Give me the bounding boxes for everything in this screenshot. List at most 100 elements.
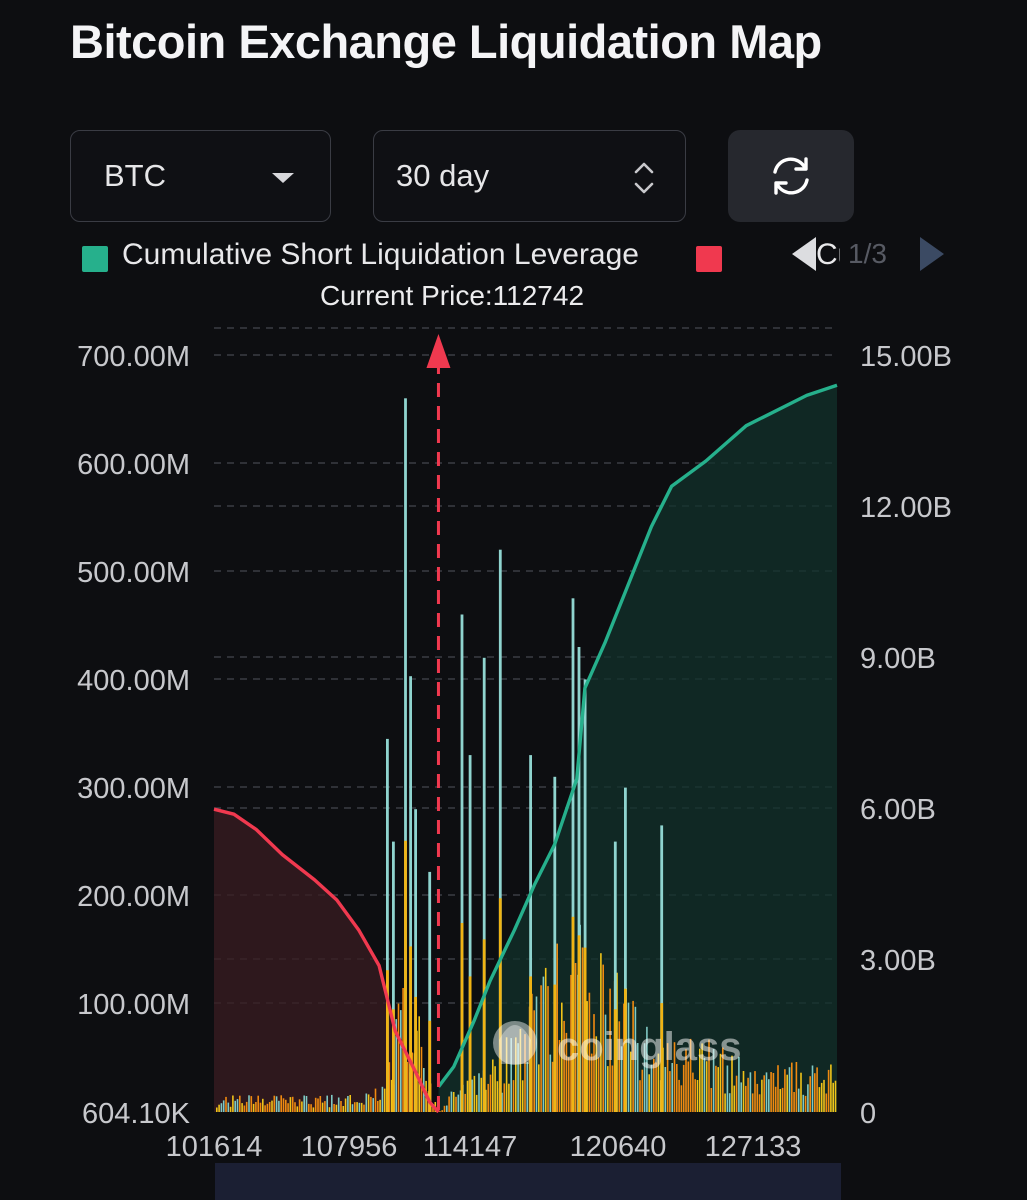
bar-spike xyxy=(660,825,664,1112)
bar xyxy=(781,1087,784,1112)
range-slider[interactable] xyxy=(215,1163,841,1200)
bar xyxy=(616,972,618,1112)
bar-spike xyxy=(409,676,412,1112)
bar xyxy=(356,1102,358,1112)
bar xyxy=(324,1101,326,1112)
bar-spike-overlay xyxy=(583,947,587,1112)
bar xyxy=(510,1038,512,1112)
page-title: Bitcoin Exchange Liquidation Map xyxy=(70,15,822,68)
bar xyxy=(565,1032,568,1112)
watermark-text: coinglass xyxy=(557,1025,742,1069)
bar xyxy=(754,1071,756,1112)
refresh-button[interactable] xyxy=(728,130,854,222)
bar xyxy=(243,1105,246,1112)
legend-next-icon[interactable] xyxy=(920,237,944,271)
right-axis-tick: 9.00B xyxy=(860,643,936,675)
legend-label-short[interactable]: Cumulative Short Liquidation Leverage xyxy=(122,238,639,271)
bar xyxy=(370,1096,372,1112)
bar xyxy=(639,1080,641,1112)
bar xyxy=(239,1095,241,1112)
bar xyxy=(374,1088,377,1112)
bar-spike xyxy=(613,841,617,1112)
bar xyxy=(607,1066,609,1112)
bar-spike-overlay xyxy=(414,996,417,1112)
bar xyxy=(227,1102,230,1112)
current-price-label: Current Price:112742 xyxy=(319,280,585,311)
bar xyxy=(618,1021,621,1112)
bar xyxy=(395,1019,397,1112)
bar xyxy=(480,1077,483,1112)
bar xyxy=(763,1075,765,1112)
range-select[interactable]: 30 day xyxy=(373,130,686,222)
bar xyxy=(738,1056,740,1112)
long-area xyxy=(214,809,439,1112)
bar xyxy=(372,1098,374,1112)
bar xyxy=(259,1102,262,1112)
bar xyxy=(354,1102,356,1112)
bar xyxy=(342,1106,345,1112)
bar xyxy=(717,1067,719,1112)
bar xyxy=(733,1085,736,1112)
bar xyxy=(439,1111,441,1112)
bar xyxy=(271,1100,273,1112)
bar xyxy=(519,1028,522,1112)
bar xyxy=(648,1074,650,1112)
coin-select[interactable]: BTC xyxy=(70,130,331,222)
bar-spike xyxy=(571,598,575,1112)
bar xyxy=(602,964,604,1112)
bar xyxy=(636,1043,639,1112)
bar xyxy=(786,1074,788,1112)
bar xyxy=(556,943,558,1112)
bar xyxy=(811,1065,814,1112)
bar xyxy=(310,1104,312,1112)
bar-spike xyxy=(624,787,627,1112)
bar xyxy=(492,1059,494,1112)
bar xyxy=(347,1096,349,1112)
left-axis-tick: 400.00M xyxy=(77,665,190,697)
bar xyxy=(761,1079,763,1112)
bar xyxy=(715,1065,717,1112)
bar xyxy=(825,1093,828,1112)
bar xyxy=(262,1098,264,1112)
bar xyxy=(418,1016,420,1112)
bar xyxy=(344,1098,347,1112)
bar xyxy=(365,1093,368,1112)
bar xyxy=(655,1062,657,1112)
bar-spike xyxy=(460,614,464,1112)
bar xyxy=(673,1042,676,1112)
long-cumulative-line xyxy=(213,807,440,1114)
legend-prev-icon[interactable] xyxy=(792,237,816,271)
bar xyxy=(588,992,591,1112)
bar xyxy=(291,1096,294,1112)
bar xyxy=(222,1100,225,1112)
bar-spike-overlay xyxy=(404,840,407,1112)
bar xyxy=(814,1073,816,1112)
bar xyxy=(360,1102,363,1112)
bar xyxy=(517,1043,519,1112)
bar xyxy=(501,1092,503,1112)
coinglass-watermark: coinglass xyxy=(493,1021,742,1069)
bar xyxy=(627,1002,630,1112)
bar xyxy=(604,1014,607,1112)
bar xyxy=(443,1105,446,1112)
bar xyxy=(676,1064,678,1112)
bar xyxy=(758,1094,761,1112)
right-axis-tick: 0 xyxy=(860,1098,876,1130)
right-axis-tick: 3.00B xyxy=(860,945,936,977)
bar-spike-overlay xyxy=(498,898,502,1112)
bar xyxy=(632,1000,634,1112)
bar xyxy=(229,1106,232,1112)
bar xyxy=(512,1080,515,1112)
bar xyxy=(446,1105,448,1112)
bar-spike xyxy=(529,755,532,1112)
bar xyxy=(802,1094,805,1112)
bar-spike xyxy=(498,549,502,1112)
bar xyxy=(301,1101,303,1112)
bar xyxy=(823,1079,825,1112)
bar xyxy=(800,1072,802,1112)
bar xyxy=(770,1072,772,1112)
bar xyxy=(611,1065,614,1112)
legend-label-long[interactable]: Cu xyxy=(816,238,840,271)
left-axis-tick: 600.00M xyxy=(77,449,190,481)
